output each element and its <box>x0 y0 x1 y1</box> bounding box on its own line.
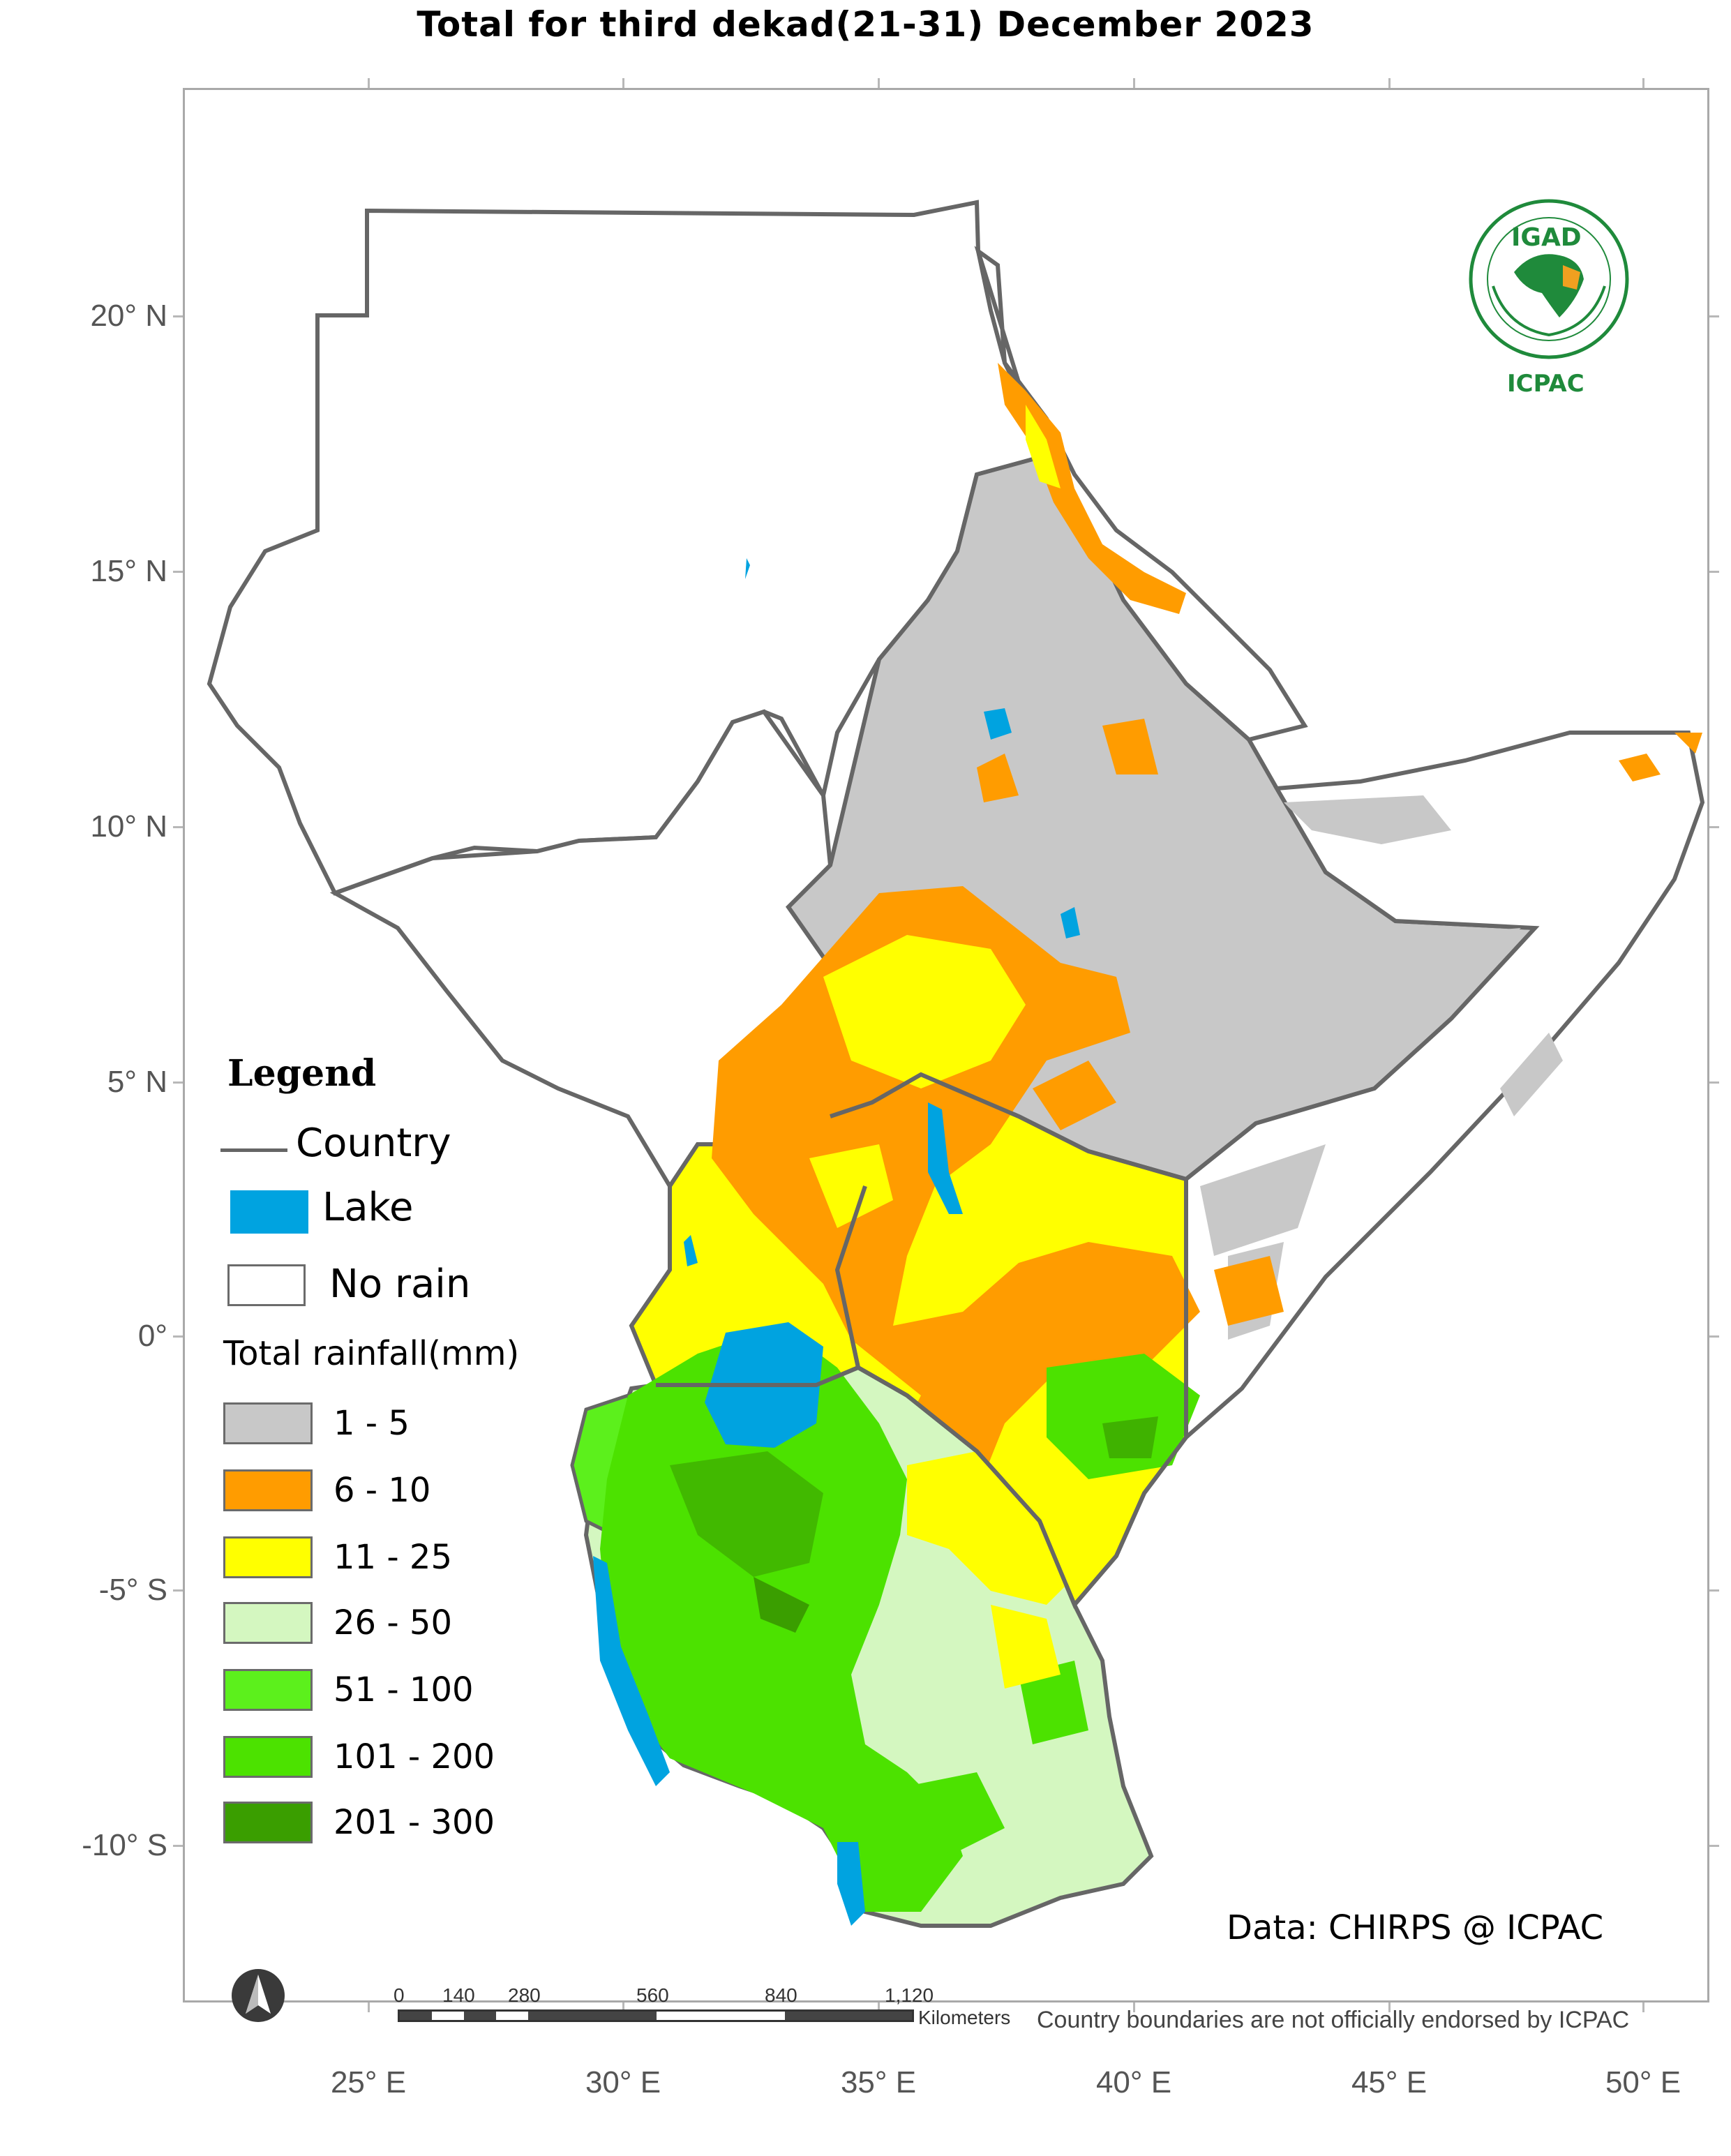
scale-tick-label: 140 <box>442 1984 475 2006</box>
legend-title: Legend <box>227 1052 377 1095</box>
legend-swatch-11-25 <box>223 1536 313 1578</box>
legend-country-label: Country <box>296 1121 451 1166</box>
legend-swatch-26-50 <box>223 1602 313 1644</box>
lon-label-25e: 25° E <box>330 2065 407 2099</box>
scale-unit-label: Kilometers <box>918 2007 1011 2028</box>
lake-turkana <box>928 1102 963 1214</box>
north-arrow-icon <box>232 1969 285 2022</box>
legend-norain-label: No rain <box>329 1262 471 1307</box>
legend-class-label: 51 - 100 <box>334 1670 474 1709</box>
map-title: Total for third dekad(21-31) December 20… <box>417 4 1314 45</box>
legend-class-label: 1 - 5 <box>334 1404 410 1443</box>
lat-label-5s: -5° S <box>98 1573 167 1607</box>
lake-malawi <box>837 1842 865 1926</box>
scale-tick-label: 1,120 <box>885 1984 934 2006</box>
legend-class-label: 11 - 25 <box>334 1538 452 1577</box>
scale-tick-label: 0 <box>394 1984 405 2006</box>
legend-country-line <box>220 1148 287 1152</box>
legend-total-title: Total rainfall(mm) <box>223 1334 520 1373</box>
scale-tick-label: 560 <box>636 1984 669 2006</box>
lon-label-35e: 35° E <box>840 2065 917 2099</box>
legend-class-label: 6 - 10 <box>334 1471 431 1510</box>
logo-seal-icon <box>1469 199 1629 359</box>
legend-swatch-1-5 <box>223 1402 313 1444</box>
lat-label-15n: 15° N <box>90 554 167 588</box>
legend-swatch-201-300 <box>223 1802 313 1843</box>
logo-igad-text: IGAD <box>1511 223 1582 252</box>
legend-lake-swatch <box>230 1190 308 1234</box>
region-somalia <box>1184 731 1705 1442</box>
legend-swatch-6-10 <box>223 1469 313 1511</box>
lon-label-30e: 30° E <box>585 2065 661 2099</box>
lat-label-20n: 20° N <box>90 299 167 333</box>
logo-icpac-text: ICPAC <box>1507 370 1584 398</box>
legend-class-label: 201 - 300 <box>334 1803 495 1842</box>
legend-lake-label: Lake <box>322 1185 414 1230</box>
legend-norain-swatch <box>227 1264 306 1306</box>
lake-tana <box>984 708 1012 740</box>
lon-label-45e: 45° E <box>1351 2065 1427 2099</box>
legend-class-label: 101 - 200 <box>334 1737 495 1776</box>
legend-swatch-51-100 <box>223 1669 313 1711</box>
boundary-disclaimer: Country boundaries are not officially en… <box>1037 2007 1630 2033</box>
map-frame <box>183 88 1709 2002</box>
lat-label-5n: 5° N <box>107 1065 167 1099</box>
data-credit: Data: CHIRPS @ ICPAC <box>1227 1908 1604 1947</box>
igad-icpac-logo: IGAD ICPAC <box>1465 195 1633 405</box>
lon-label-50e: 50° E <box>1605 2065 1681 2099</box>
scale-tick-label: 280 <box>508 1984 541 2006</box>
legend-class-label: 26 - 50 <box>334 1603 452 1642</box>
lat-label-10n: 10° N <box>90 809 167 844</box>
scale-tick-label: 840 <box>765 1984 797 2006</box>
lat-label-0: 0° <box>137 1319 167 1353</box>
legend-swatch-101-200 <box>223 1736 313 1778</box>
lake-tanganyika <box>593 1556 670 1786</box>
lat-label-10s: -10° S <box>82 1828 167 1862</box>
scale-bar <box>398 2009 914 2022</box>
lon-label-40e: 40° E <box>1095 2065 1172 2099</box>
